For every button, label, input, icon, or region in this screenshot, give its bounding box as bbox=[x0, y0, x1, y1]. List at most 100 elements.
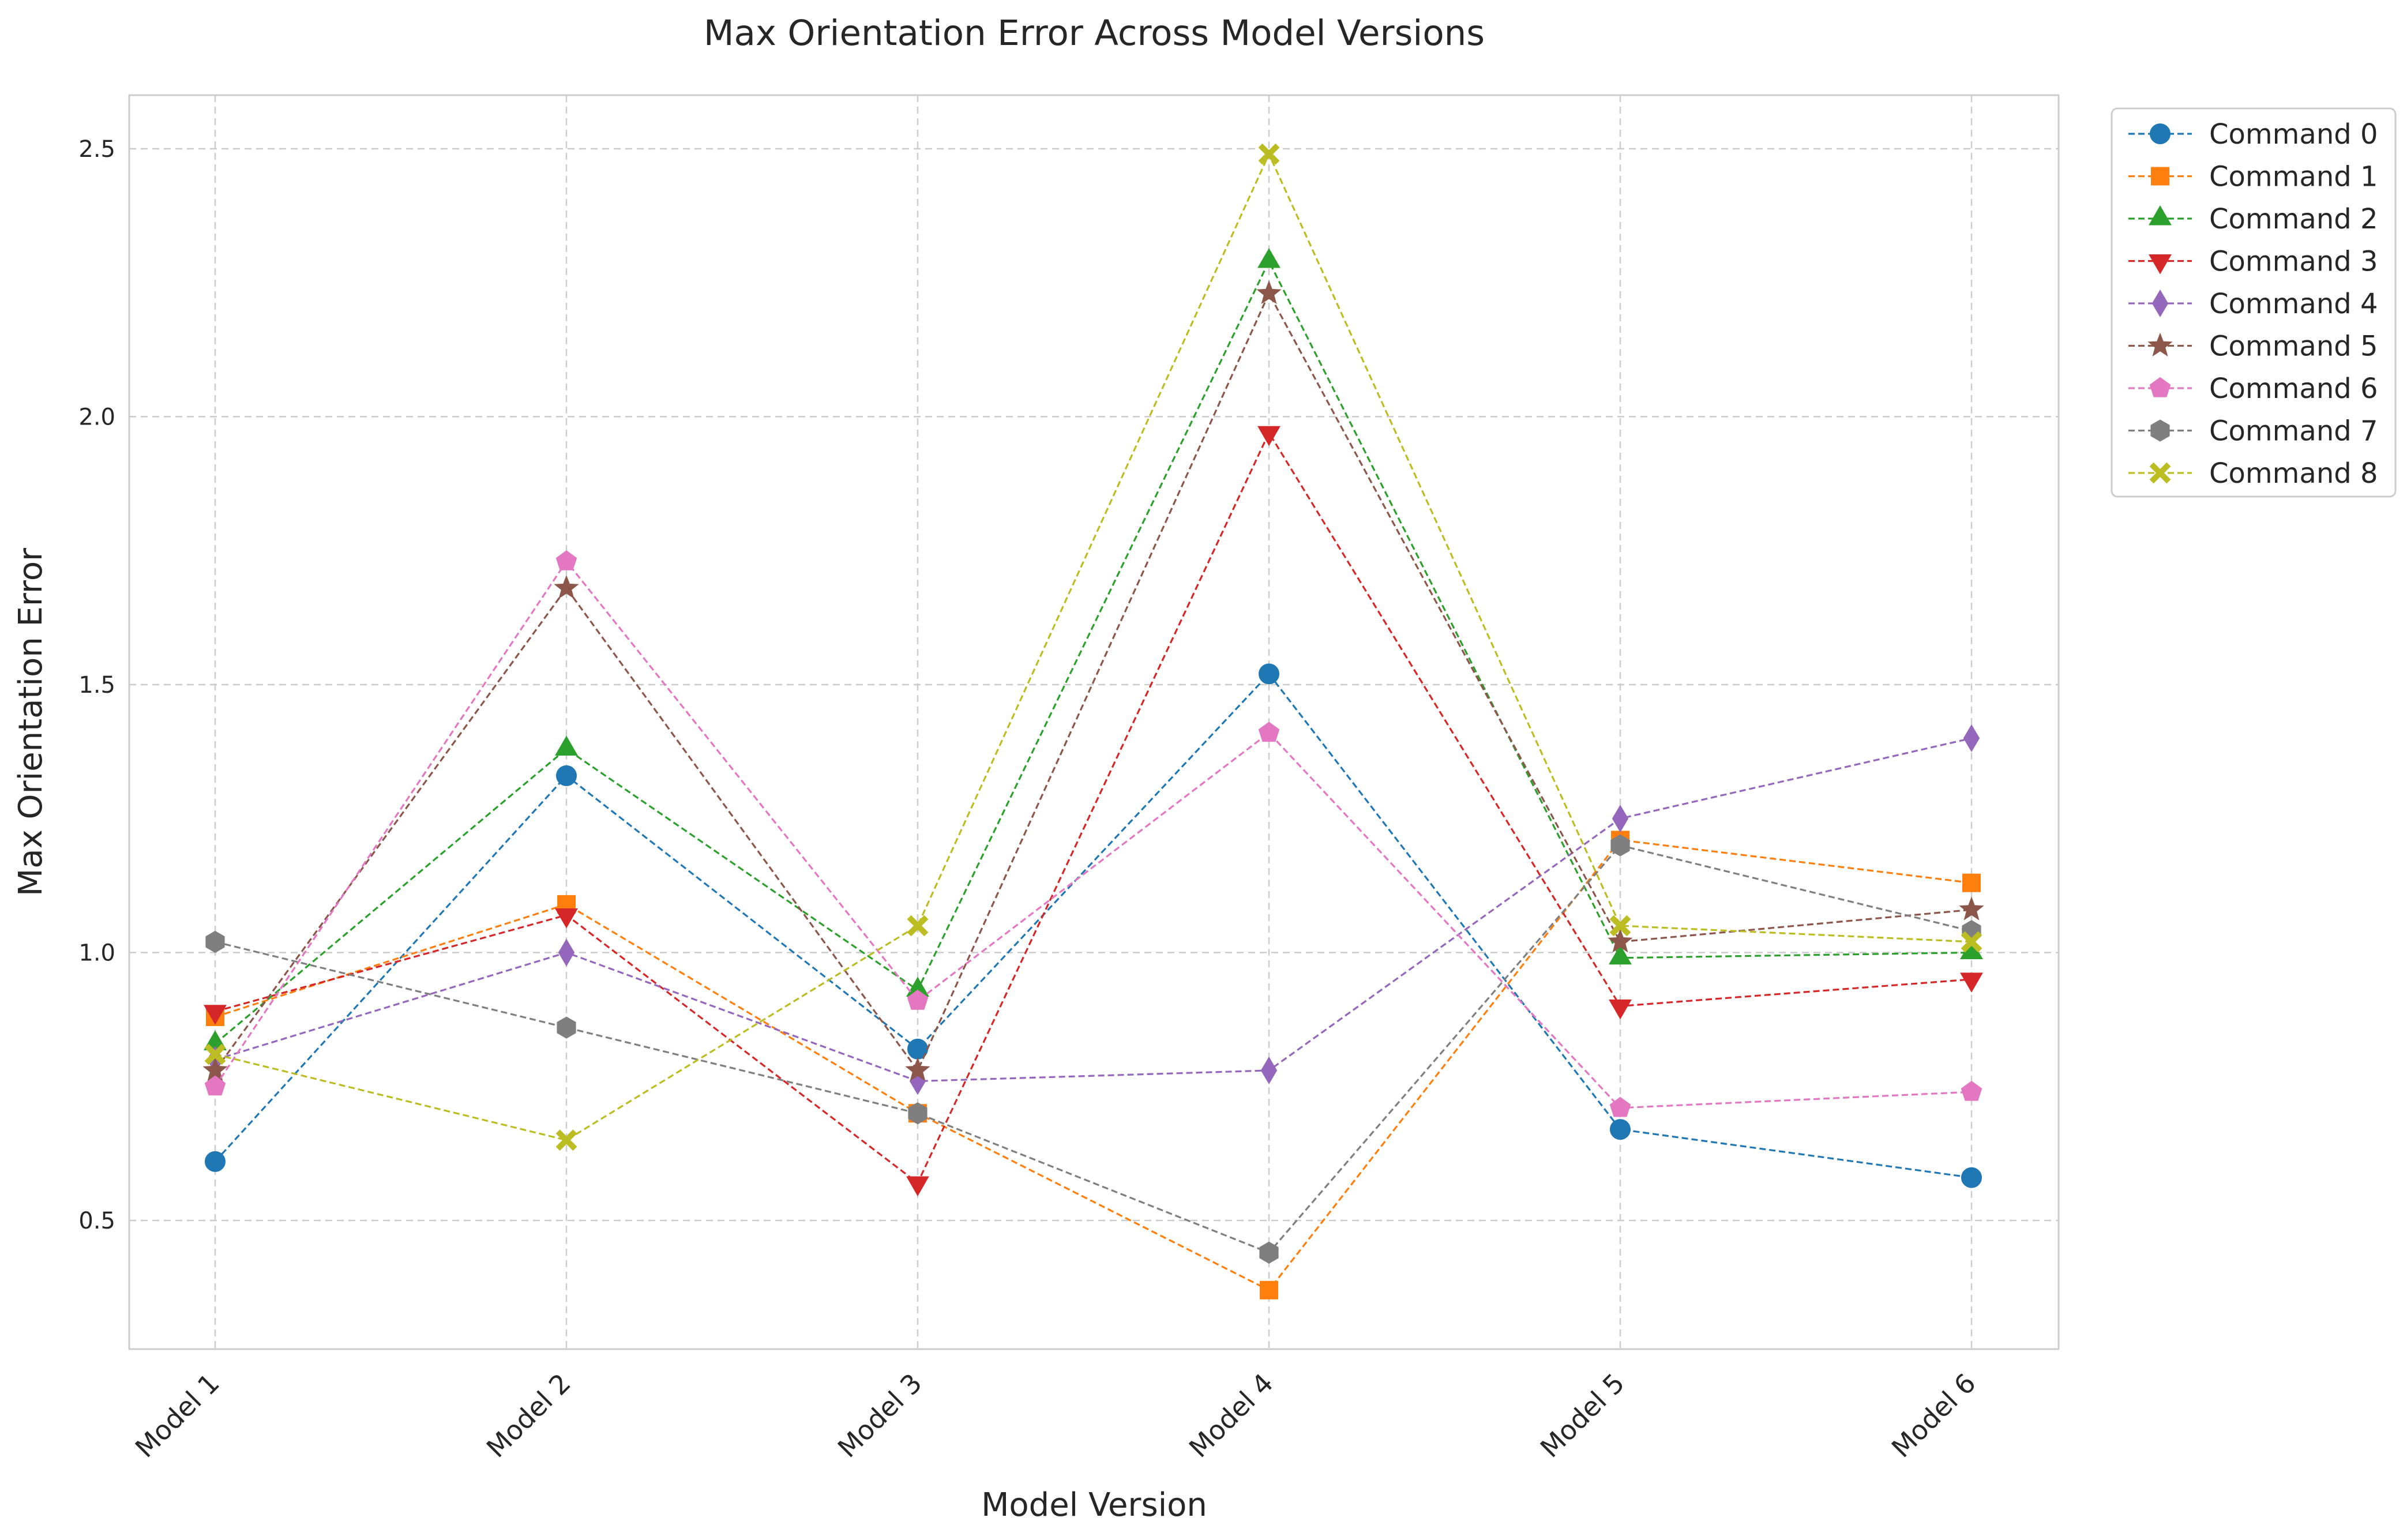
data-point bbox=[907, 915, 929, 937]
data-point bbox=[1609, 999, 1632, 1020]
data-point bbox=[555, 908, 578, 929]
series-7 bbox=[205, 834, 1981, 1264]
legend-label: Command 7 bbox=[2209, 415, 2378, 448]
legend-marker bbox=[2149, 254, 2172, 275]
y-tick-label: 0.5 bbox=[78, 1208, 115, 1234]
legend-marker bbox=[2147, 332, 2173, 356]
data-point bbox=[1609, 944, 1632, 965]
legend-item: Command 3 bbox=[2128, 246, 2378, 278]
data-point bbox=[556, 765, 577, 786]
series-group bbox=[202, 143, 1984, 1299]
data-point bbox=[1610, 834, 1630, 857]
data-point bbox=[555, 1129, 577, 1151]
data-point bbox=[1257, 426, 1281, 446]
data-point bbox=[1258, 722, 1280, 742]
series-5 bbox=[202, 280, 1984, 1081]
legend-marker bbox=[2150, 419, 2170, 442]
y-axis-label: Max Orientation Error bbox=[12, 547, 50, 896]
series-line bbox=[214, 259, 1972, 1045]
data-point bbox=[1961, 1080, 1982, 1101]
legend-marker bbox=[2150, 123, 2171, 144]
y-tick-label: 2.5 bbox=[78, 136, 115, 163]
series-4 bbox=[206, 724, 1980, 1095]
legend-item: Command 2 bbox=[2128, 203, 2378, 235]
legend-marker bbox=[2151, 167, 2169, 186]
data-point bbox=[202, 1057, 228, 1081]
data-point bbox=[1959, 896, 1984, 921]
data-point bbox=[907, 989, 929, 1010]
legend-frame bbox=[2111, 107, 2397, 498]
data-point bbox=[1610, 1119, 1631, 1140]
data-point bbox=[908, 1102, 927, 1125]
legend: Command 0 Command 1 Command 2 Command 3 Comm… bbox=[2111, 107, 2397, 498]
legend-label: Command 5 bbox=[2209, 330, 2378, 363]
data-point bbox=[1963, 724, 1980, 752]
legend-label: Command 2 bbox=[2209, 203, 2378, 235]
legend-label: Command 1 bbox=[2209, 161, 2378, 193]
data-point bbox=[204, 1075, 226, 1096]
legend-marker bbox=[2149, 377, 2171, 397]
legend-label: Command 0 bbox=[2209, 118, 2378, 151]
data-point bbox=[204, 1043, 226, 1065]
y-tick-label: 1.5 bbox=[78, 672, 115, 698]
series-line bbox=[214, 559, 1972, 1109]
legend-label: Command 8 bbox=[2209, 457, 2378, 490]
data-point bbox=[204, 1005, 227, 1025]
legend-item: Command 6 bbox=[2128, 373, 2378, 405]
legend-item: Command 0 bbox=[2128, 118, 2378, 151]
data-point bbox=[1609, 1096, 1631, 1117]
data-point bbox=[1260, 1056, 1278, 1084]
legend-item: Command 4 bbox=[2128, 288, 2378, 320]
series-8 bbox=[204, 143, 1982, 1151]
data-point bbox=[1259, 1241, 1279, 1264]
y-axis-ticks: 0.5 1.0 1.5 2.0 2.5 bbox=[78, 136, 115, 1234]
plot-area-frame bbox=[128, 94, 2060, 1350]
data-point bbox=[555, 550, 577, 570]
data-point bbox=[1258, 143, 1280, 165]
data-point bbox=[205, 930, 225, 953]
data-point bbox=[1609, 915, 1631, 937]
legend-item: Command 1 bbox=[2128, 161, 2378, 193]
series-6 bbox=[204, 550, 1982, 1117]
data-point bbox=[1257, 248, 1281, 268]
data-point bbox=[906, 1176, 929, 1196]
data-point bbox=[1256, 280, 1282, 305]
series-3 bbox=[204, 426, 1983, 1196]
data-point bbox=[1961, 1167, 1982, 1188]
y-tick-label: 2.0 bbox=[78, 404, 115, 430]
data-point bbox=[558, 938, 575, 967]
data-point bbox=[555, 735, 578, 756]
data-point bbox=[1608, 929, 1633, 953]
chart-title: Max Orientation Error Across Model Versi… bbox=[704, 13, 1485, 54]
legend-label: Command 4 bbox=[2209, 288, 2378, 320]
data-point bbox=[557, 1016, 576, 1039]
series-line bbox=[215, 839, 1972, 1291]
legend-item: Command 7 bbox=[2128, 415, 2378, 448]
data-point bbox=[905, 1057, 930, 1081]
legend-marker bbox=[2151, 290, 2169, 317]
data-point bbox=[1962, 873, 1981, 892]
x-axis-label: Model Version bbox=[981, 1486, 1207, 1524]
series-line bbox=[215, 844, 1972, 1254]
series-line bbox=[215, 737, 1972, 1083]
legend-item: Command 8 bbox=[2128, 457, 2378, 490]
data-point bbox=[1259, 663, 1279, 685]
series-line bbox=[214, 291, 1972, 1073]
legend-label: Command 3 bbox=[2209, 246, 2378, 278]
legend-marker bbox=[2149, 205, 2172, 226]
data-point bbox=[205, 1151, 226, 1172]
series-0 bbox=[205, 663, 1982, 1188]
y-tick-label: 1.0 bbox=[78, 940, 115, 966]
data-point bbox=[1612, 805, 1629, 833]
legend-marker bbox=[2149, 462, 2171, 484]
data-point bbox=[1961, 931, 1982, 953]
data-point bbox=[1960, 972, 1983, 993]
data-point bbox=[1260, 1280, 1278, 1299]
legend-label: Command 6 bbox=[2209, 373, 2378, 405]
series-line bbox=[215, 152, 1972, 1141]
series-line bbox=[214, 672, 1972, 1179]
legend-item: Command 5 bbox=[2128, 330, 2378, 363]
data-point bbox=[554, 574, 579, 599]
